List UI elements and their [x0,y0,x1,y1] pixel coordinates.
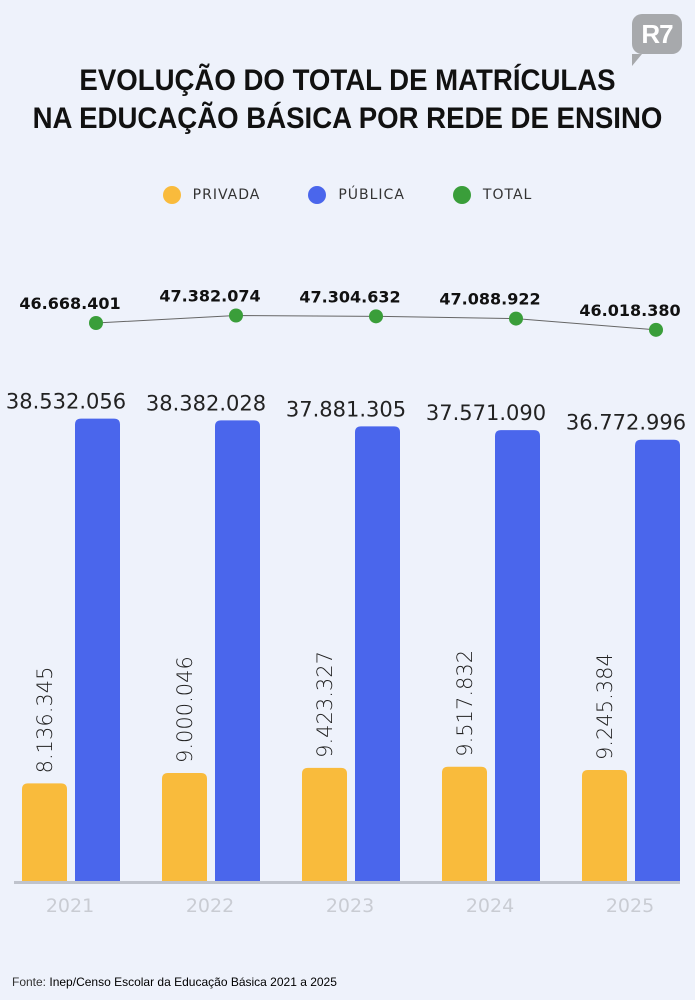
total-label: 47.382.074 [159,287,260,306]
total-point [649,322,663,337]
x-tick-label: 2024 [466,895,514,917]
legend: PRIVADA PÚBLICA TOTAL [0,186,695,204]
x-tick-label: 2022 [186,895,234,917]
bar-privada [442,766,487,881]
total-point [229,308,243,323]
x-tick-label: 2021 [46,895,94,917]
r7-logo: R7 [632,14,682,66]
legend-label: TOTAL [482,187,533,203]
total-label: 47.088.922 [439,290,540,309]
x-tick-label: 2023 [326,895,374,917]
legend-swatch-privada [162,186,181,204]
bar-publica [75,418,120,881]
bar-privada [22,783,67,881]
total-point [369,309,383,324]
label-publica: 37.571.090 [426,401,546,425]
bar-privada [162,772,207,881]
legend-swatch-publica [308,186,327,204]
bar-privada [582,770,627,881]
legend-item-privada: PRIVADA [162,186,261,204]
title-line-1: EVOLUÇÃO DO TOTAL DE MATRÍCULAS [79,64,616,97]
label-publica: 38.532.056 [6,390,126,414]
legend-item-total: TOTAL [452,186,533,204]
source-note: Fonte: Inep/Censo Escolar da Educação Bá… [12,975,337,989]
label-publica: 38.382.028 [146,391,266,415]
label-privada: 9.245.384 [593,653,617,760]
legend-item-publica: PÚBLICA [308,186,405,204]
bar-publica [215,420,260,881]
bar-publica [355,426,400,881]
label-publica: 37.881.305 [286,397,406,421]
total-point [89,316,103,330]
legend-swatch-total [452,186,471,204]
bar-publica [495,430,540,881]
total-point [509,311,523,326]
title-line-2: NA EDUCAÇÃO BÁSICA POR REDE DE ENSINO [32,102,663,135]
total-label: 46.018.380 [579,301,680,320]
label-publica: 36.772.996 [566,411,686,435]
label-privada: 8.136.345 [33,666,57,773]
total-label: 47.304.632 [299,287,400,306]
x-axis-line [14,881,680,884]
bar-privada [302,767,347,881]
legend-label: PRIVADA [192,187,261,203]
label-privada: 9.517.832 [453,650,477,757]
label-privada: 9.423.327 [313,651,337,758]
source-text: Inep/Censo Escolar da Educação Básica 20… [49,975,337,989]
x-tick-label: 2025 [606,895,654,917]
label-privada: 9.000.046 [173,656,197,763]
source-label: Fonte: [12,975,47,989]
chart-title: EVOLUÇÃO DO TOTAL DE MATRÍCULAS NA EDUCA… [28,62,667,138]
bar-publica [635,439,680,881]
legend-label: PÚBLICA [338,187,405,203]
total-label: 46.668.401 [19,294,120,313]
